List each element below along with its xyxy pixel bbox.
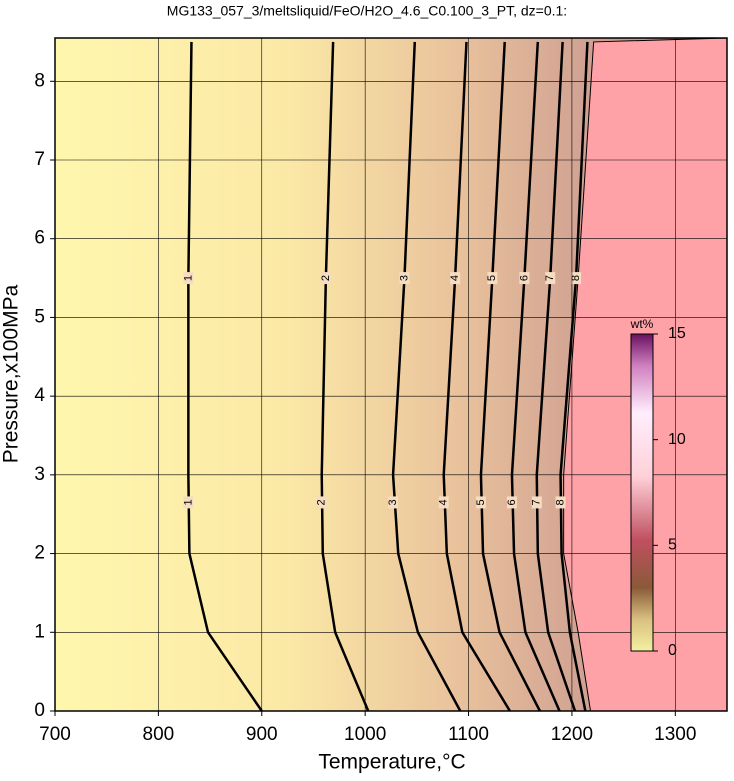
contour-label: 5 [486,275,498,281]
contour-label: 8 [570,275,582,281]
contour-label-bg [320,272,331,285]
contour-label-bg [388,496,399,509]
colorbar-tick-label: 5 [668,537,677,554]
contour-label: 5 [475,499,487,505]
y-tick-label: 8 [34,70,45,91]
contour-label-bg [506,496,517,509]
colorbar-tick-label: 15 [668,325,686,342]
contour-label-bg [183,272,194,285]
contour-label: 6 [506,499,518,505]
contour-label: 4 [449,275,461,281]
contour-label: 7 [531,499,543,505]
y-tick-label: 2 [34,543,45,564]
x-tick-label: 1200 [551,724,593,745]
contour-label-bg [183,496,194,509]
contour-label-bg [399,272,410,285]
contour-label-bg [450,272,461,285]
contour-label: 6 [518,275,530,281]
x-tick-label: 700 [39,724,71,745]
x-axis-label: Temperature,°C [318,751,465,774]
y-tick-label: 3 [34,464,45,485]
colorbar-tick-label: 10 [668,431,686,448]
y-tick-label: 6 [34,228,45,249]
contour-label-bg [316,496,327,509]
contour-label-bg [531,496,542,509]
y-tick-label: 7 [34,149,45,170]
contour-label: 1 [182,275,194,281]
contour-label-bg [438,496,449,509]
contour-label: 3 [387,499,399,505]
contour-label-bg [555,496,566,509]
y-axis-label: Pressure,x100MPa [0,284,23,463]
y-tick-label: 5 [34,306,45,327]
x-tick-label: 1000 [344,724,386,745]
contour-label: 7 [544,275,556,281]
contour-label: 4 [438,499,450,505]
x-tick-label: 800 [143,724,175,745]
y-tick-label: 4 [34,385,45,406]
contour-label-bg [571,272,582,285]
contour-label-bg [519,272,530,285]
colorbar-tick-label: 0 [668,642,677,659]
chart-title: MG133_057_3/meltsliquid/FeO/H2O_4.6_C0.1… [167,3,567,19]
colorbar [630,333,654,652]
y-tick-label: 0 [34,700,45,721]
y-tick-label: 1 [34,621,45,642]
contour-label: 3 [398,275,410,281]
x-tick-label: 900 [246,724,278,745]
contour-label: 2 [316,499,328,505]
contour-label-bg [475,496,486,509]
plot-frame [54,37,728,712]
x-tick-label: 1300 [654,724,696,745]
x-tick-label: 1100 [448,724,489,745]
overlay: 700 800 900 1000 1100 1200 1300 0 1 2 3 4 5 6 7 8 wt% 0 5 1… [34,37,728,745]
contour-label: 8 [554,499,566,505]
contour-label-bg [487,272,498,285]
colorbar-label: wt% [630,317,654,331]
contour-label: 1 [182,499,194,505]
contour-label-bg [545,272,556,285]
contour-label: 2 [320,275,332,281]
